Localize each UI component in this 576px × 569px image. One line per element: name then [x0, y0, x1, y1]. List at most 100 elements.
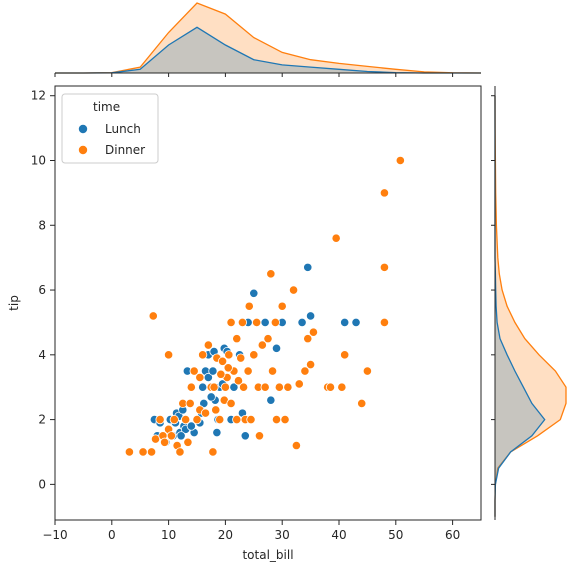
data-point-dinner: [169, 414, 179, 425]
x-tick-label: 60: [445, 528, 460, 542]
x-tick-label: 20: [218, 528, 233, 542]
scatter-points: [124, 155, 405, 457]
data-point-dinner: [189, 366, 199, 376]
data-point-dinner: [246, 414, 256, 425]
data-point-lunch: [206, 392, 216, 402]
data-point-dinner: [263, 334, 273, 344]
data-point-lunch: [176, 431, 186, 441]
x-tick-label: −10: [42, 528, 67, 542]
data-point-dinner: [220, 382, 230, 392]
data-point-dinner: [331, 233, 341, 243]
legend-marker: [78, 144, 89, 155]
y-tick-label: 10: [31, 153, 46, 167]
data-point-dinner: [305, 359, 316, 370]
legend-item-dinner: Dinner: [78, 143, 145, 157]
data-point-dinner: [283, 382, 293, 392]
data-point-dinner: [357, 398, 367, 409]
marginal-y-kde: [491, 86, 567, 520]
marginal-x-fill-lunch: [55, 27, 481, 73]
data-point-dinner: [238, 382, 249, 392]
data-point-lunch: [297, 317, 307, 328]
y-tick-label: 4: [38, 348, 46, 362]
data-point-dinner: [223, 363, 233, 373]
y-tick-label: 8: [38, 218, 46, 232]
data-point-dinner: [254, 431, 265, 441]
data-point-dinner: [146, 447, 157, 457]
data-point-dinner: [208, 447, 218, 457]
marginal-y-fill-lunch: [495, 95, 545, 517]
marginal-x-fill-dinner: [55, 3, 481, 73]
data-point-dinner: [236, 353, 246, 363]
data-point-dinner: [148, 311, 158, 321]
data-point-dinner: [186, 382, 196, 392]
data-point-dinner: [308, 327, 319, 337]
data-point-dinner: [181, 414, 191, 425]
data-point-dinner: [195, 372, 205, 383]
data-point-dinner: [211, 405, 221, 415]
data-point-dinner: [325, 382, 336, 392]
data-point-dinner: [232, 414, 242, 425]
legend-item-lunch: Lunch: [78, 122, 141, 136]
scatter-plot-area: −10 0 10 20 30 40 50 60 0 2 4 6 8 10 12 total_bill ti…: [7, 85, 482, 562]
legend: time Lunch Dinner: [61, 93, 159, 164]
data-point-dinner: [200, 408, 211, 418]
data-point-dinner: [183, 437, 193, 447]
data-point-dinner: [291, 440, 301, 451]
y-tick-label: 2: [38, 413, 46, 427]
y-tick-label: 0: [38, 477, 46, 491]
y-axis-label: tip: [7, 295, 21, 311]
data-point-dinner: [395, 155, 405, 166]
data-point-dinner: [166, 431, 177, 441]
data-point-dinner: [270, 317, 280, 328]
data-point-lunch: [240, 431, 250, 441]
data-point-lunch: [198, 382, 208, 392]
data-point-lunch: [266, 395, 276, 405]
marginal-x-kde: [54, 2, 482, 77]
data-point-dinner: [209, 382, 219, 392]
data-point-lunch: [260, 317, 270, 328]
data-point-dinner: [198, 350, 208, 360]
data-point-dinner: [379, 317, 390, 328]
legend-title: time: [93, 100, 120, 114]
x-tick-label: 30: [275, 528, 290, 542]
data-point-dinner: [379, 262, 390, 272]
data-point-lunch: [208, 366, 218, 376]
legend-box: [61, 93, 159, 164]
series-dinner: [124, 155, 405, 457]
data-point-dinner: [267, 366, 278, 376]
data-point-dinner: [233, 376, 244, 386]
data-point-dinner: [155, 414, 165, 425]
data-point-dinner: [252, 317, 262, 328]
legend-label: Dinner: [105, 143, 145, 157]
plot-frame: [54, 85, 482, 521]
data-point-dinner: [294, 379, 304, 389]
data-point-dinner: [203, 340, 213, 350]
data-point-lunch: [186, 421, 196, 431]
data-point-dinner: [124, 447, 135, 457]
x-axis-label: total_bill: [242, 548, 293, 562]
data-point-lunch: [340, 317, 350, 328]
y-axis-ticks: 0 2 4 6 8 10 12: [31, 89, 55, 491]
data-point-dinner: [271, 414, 282, 425]
data-point-dinner: [300, 366, 310, 376]
data-point-dinner: [337, 382, 347, 392]
legend-marker: [78, 124, 89, 135]
data-point-dinner: [249, 350, 259, 360]
data-point-dinner: [244, 301, 254, 311]
data-point-lunch: [212, 427, 222, 438]
data-point-dinner: [266, 269, 276, 279]
data-point-dinner: [215, 414, 225, 425]
marginal-x-line-dinner: [55, 2, 482, 74]
data-point-lunch: [305, 311, 316, 321]
data-point-dinner: [232, 334, 242, 344]
x-axis-ticks: −10 0 10 20 30 40 50 60: [42, 520, 460, 542]
x-tick-label: 10: [161, 528, 176, 542]
data-point-dinner: [192, 414, 202, 425]
x-tick-label: 0: [108, 528, 116, 542]
data-point-dinner: [175, 447, 185, 457]
data-point-lunch: [303, 262, 313, 272]
data-point-lunch: [271, 343, 282, 353]
data-point-dinner: [260, 382, 270, 392]
data-point-dinner: [226, 317, 236, 328]
